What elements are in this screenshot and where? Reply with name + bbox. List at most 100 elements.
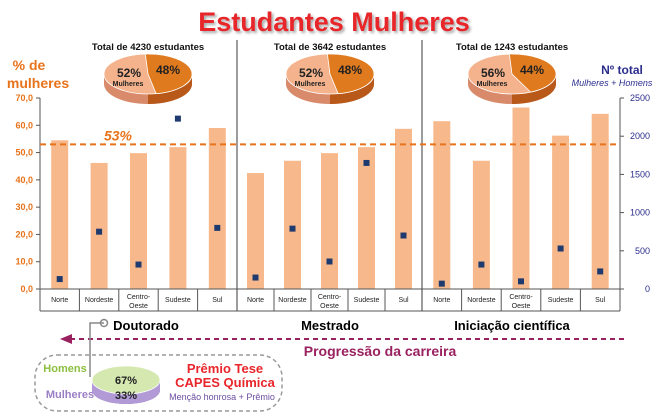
bar-mestrado-sul <box>395 128 412 289</box>
award-women-pct: 33% <box>115 390 137 402</box>
region-label: Norte <box>433 297 450 304</box>
dot-total-students <box>363 159 370 166</box>
pies-layer: Total de 4230 estudantes52%Mulheres48%To… <box>92 42 568 104</box>
pie-women-label: Mulheres <box>113 81 144 88</box>
pie-total-label: Total de 4230 estudantes <box>92 42 204 53</box>
region-label: Sul <box>595 297 606 304</box>
pie-men-pct: 48% <box>156 63 180 77</box>
region-label: Centro- <box>127 294 151 301</box>
left-tick-label: 20,0 <box>15 229 33 239</box>
pie-2: Total de 1243 estudantes 56%Mulheres 44% <box>456 42 568 104</box>
bar-iniciação-norte <box>433 121 451 289</box>
bar-iniciação-nordeste <box>472 160 490 289</box>
dot-total-students <box>135 261 142 268</box>
award-subtitle: Menção honrosa + Prêmio <box>169 392 275 402</box>
bar-mestrado-norte <box>247 173 264 289</box>
bar-mestrado-centro-oeste <box>321 153 338 289</box>
award-title-line1: Prêmio Tese <box>187 361 263 376</box>
group-label-iniciacao: Iniciação científica <box>454 318 570 333</box>
award-box <box>34 354 283 412</box>
bar-iniciação-sul <box>591 113 609 289</box>
region-label: Sul <box>398 297 409 304</box>
connector-line <box>89 322 104 377</box>
award-men-pct: 67% <box>115 375 137 387</box>
bars-layer <box>51 107 609 289</box>
right-tick-label: 2000 <box>630 131 650 141</box>
bar-doutorado-centro-oeste <box>130 153 147 289</box>
dot-total-students <box>174 115 181 122</box>
left-tick-label: 40,0 <box>15 175 33 185</box>
pie-women-label: Mulheres <box>477 81 508 88</box>
award-title-line2: CAPES Química <box>175 375 275 390</box>
region-label: Sudeste <box>165 297 191 304</box>
dots-layer <box>56 115 604 287</box>
bar-iniciação-centro-oeste <box>512 107 530 289</box>
bar-doutorado-sul <box>208 128 226 289</box>
region-label: Nordeste <box>278 297 307 304</box>
region-label: Norte <box>51 297 68 304</box>
pie-men-pct: 48% <box>338 63 362 77</box>
award-pie: 67%33% <box>91 365 161 404</box>
chart-title: Estudantes Mulheres <box>198 7 470 37</box>
bar-doutorado-norte <box>51 140 69 289</box>
bar-iniciação-sudeste <box>552 135 570 289</box>
left-tick-label: 10,0 <box>15 257 33 267</box>
plot-area: 0,0 10,0 20,0 30,0 40,0 50,0 60,0 70,0 0 500 1000 1… <box>15 40 650 311</box>
award-pie-men-slice <box>91 365 161 395</box>
right-axis-label-line1: Nº total <box>601 63 643 77</box>
dot-total-students <box>400 232 407 239</box>
region-label: Sul <box>212 297 223 304</box>
region-label: Nordeste <box>85 297 114 304</box>
region-label: Nordeste <box>467 297 496 304</box>
right-tick-label: 1500 <box>630 169 650 179</box>
dot-total-students <box>214 224 221 231</box>
pie-total-label: Total de 3642 estudantes <box>274 42 386 53</box>
left-tick-label: 0,0 <box>20 284 33 294</box>
dot-total-students <box>289 225 296 232</box>
reference-label: 53% <box>104 127 133 143</box>
group-label-doutorado: Doutorado <box>113 318 179 333</box>
pie-women-pct: 52% <box>117 66 141 80</box>
pie-women-label: Mulheres <box>295 81 326 88</box>
right-tick-label: 0 <box>645 284 650 294</box>
pie-slice-men <box>144 53 193 95</box>
left-tick-label: 70,0 <box>15 93 33 103</box>
bar-doutorado-nordeste <box>90 162 108 289</box>
dot-total-students <box>438 280 445 287</box>
dot-total-students <box>518 278 524 285</box>
pie-side-right <box>148 74 192 104</box>
left-tick-label: 30,0 <box>15 202 33 212</box>
dot-total-students <box>326 258 333 265</box>
region-label: Sudeste <box>548 297 574 304</box>
award-women-label: Mulheres <box>46 389 94 401</box>
career-arrow-label: Progressão da carreira <box>304 343 457 359</box>
reference-layer: 53% <box>40 127 620 146</box>
pie-slice-men <box>326 53 375 95</box>
pie-side-right <box>330 74 374 104</box>
award-men-label: Homens <box>43 363 86 375</box>
bar-doutorado-sudeste <box>169 147 187 289</box>
pie-women-pct: 56% <box>481 66 505 80</box>
career-arrow-head <box>60 334 72 344</box>
left-tick-label: 50,0 <box>15 148 33 158</box>
region-label: Centro- <box>509 294 533 301</box>
dot-total-students <box>56 276 63 283</box>
dot-total-students <box>478 261 485 268</box>
region-label: Sudeste <box>354 297 380 304</box>
bar-mestrado-sudeste <box>358 147 375 289</box>
right-tick-label: 1000 <box>630 208 650 218</box>
pie-1: Total de 3642 estudantes 52%Mulheres 48% <box>274 42 386 104</box>
pie-men-pct: 44% <box>520 63 544 77</box>
right-axis-label-line2: Mulheres + Homens <box>572 78 653 88</box>
dot-total-students <box>252 274 259 281</box>
region-label: Oeste <box>129 303 148 310</box>
region-label: Oeste <box>512 303 531 310</box>
right-tick-label: 2500 <box>630 93 650 103</box>
region-label: Centro- <box>318 294 342 301</box>
region-label: Norte <box>247 297 264 304</box>
dot-total-students <box>557 245 564 252</box>
category-table: Norte Nordeste Centro- Oeste Sudeste Sul Norte… <box>40 288 620 312</box>
right-tick-label: 500 <box>635 246 650 256</box>
